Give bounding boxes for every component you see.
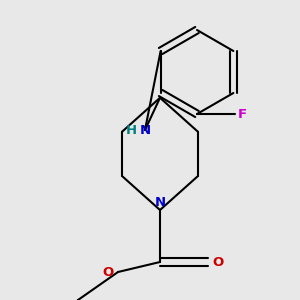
- Text: N: N: [154, 196, 166, 208]
- Text: N: N: [140, 124, 151, 137]
- Text: O: O: [212, 256, 223, 268]
- Text: H: H: [125, 124, 136, 137]
- Text: O: O: [103, 266, 114, 278]
- Text: F: F: [238, 107, 247, 121]
